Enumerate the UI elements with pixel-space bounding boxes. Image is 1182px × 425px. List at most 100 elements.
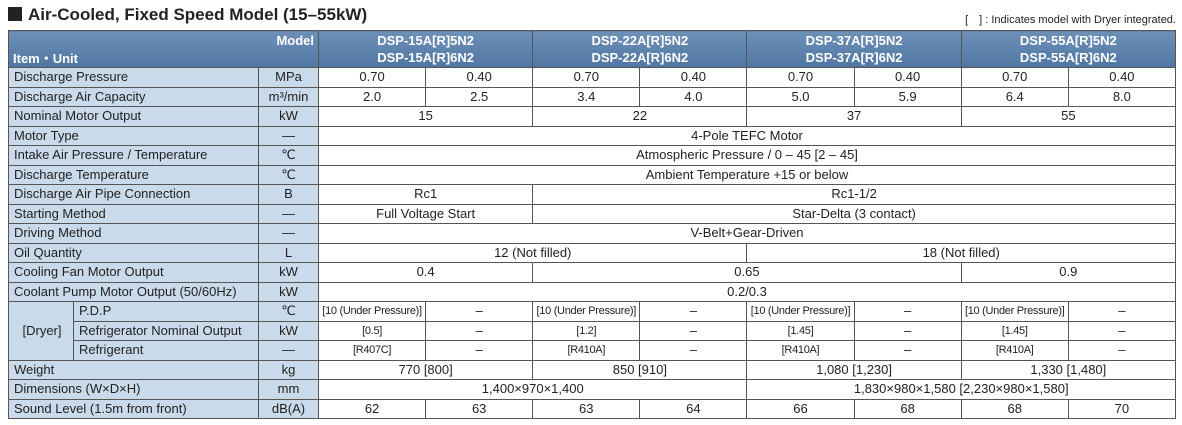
group-label: [Dryer] [8,301,74,361]
value-cell: 0.40 [425,67,534,88]
value-cell: – [639,320,748,341]
item-label: Nominal Motor Output [8,106,259,127]
value-cell: [10 (Under Pressure)] [532,301,641,322]
value-cell: 2.0 [318,86,427,107]
table-row: Discharge Temperature ℃ Ambient Temperatur… [8,164,1176,185]
value-cell: 66 [746,398,855,419]
value-cell: 0.70 [532,67,641,88]
value-cell: [1.45] [960,320,1069,341]
value-cell: 18 (Not filled) [746,242,1176,263]
value-cell: 0.40 [639,67,748,88]
value-cell: – [425,320,534,341]
value-cell: 3.4 [532,86,641,107]
value-cell: 68 [853,398,962,419]
value-cell: 62 [318,398,427,419]
header-row: Model Item・Unit DSP-15A[R]5N2 DSP-15A[R]6N2… [7,30,1177,68]
value-cell: 4.0 [639,86,748,107]
item-label: Driving Method [8,223,259,244]
unit-label: B [257,184,320,205]
value-cell: 15 [318,106,534,127]
value-cell: [R410A] [746,340,855,361]
unit-label: — [257,340,320,361]
item-label: Discharge Air Pipe Connection [8,184,259,205]
unit-label: kW [257,320,320,341]
item-label: Sound Level (1.5m from front) [8,398,259,419]
value-cell: [1.2] [532,320,641,341]
value-cell: 0.70 [318,67,427,88]
table-row: Intake Air Pressure / Temperature ℃ Atmosp… [8,145,1176,166]
item-label: Motor Type [8,125,259,146]
item-label: Starting Method [8,203,259,224]
value-cell: [10 (Under Pressure)] [960,301,1069,322]
value-cell: 8.0 [1067,86,1177,107]
value-cell: – [1067,340,1177,361]
unit-label: MPa [257,67,320,88]
value-cell: Ambient Temperature +15 or below [318,164,1176,185]
value-cell: 0.2/0.3 [318,281,1176,302]
model-name: DSP-37A[R]6N2 [805,50,903,65]
item-label: Coolant Pump Motor Output (50/60Hz) [8,281,259,302]
value-cell: – [1067,301,1177,322]
unit-label: kW [257,262,320,283]
unit-label: ℃ [257,164,320,185]
model-header: DSP-15A[R]5N2 DSP-15A[R]6N2 [318,30,534,68]
unit-label: — [257,223,320,244]
table-row: Driving Method — V-Belt+Gear-Driven [8,223,1176,244]
item-label: Weight [8,359,259,380]
value-cell: Rc1 [318,184,534,205]
unit-label: kW [257,281,320,302]
title: Air-Cooled, Fixed Speed Model (15–55kW) [8,5,367,25]
unit-label: ℃ [257,301,320,322]
unit-label: — [257,125,320,146]
value-cell: – [853,301,962,322]
value-cell: – [639,340,748,361]
value-cell: [1.45] [746,320,855,341]
value-cell: 4-Pole TEFC Motor [318,125,1176,146]
table-row: Refrigerant — [R407C] – [R410A] – [R410A] – [R41… [9,340,1177,361]
table-row: Dimensions (W×D×H) mm 1,400×970×1,400 1,830… [8,379,1176,400]
value-cell: 1,330 [1,480] [960,359,1177,380]
value-cell: 850 [910] [532,359,748,380]
item-label: Intake Air Pressure / Temperature [8,145,259,166]
spec-table: Model Item・Unit DSP-15A[R]5N2 DSP-15A[R]6N2… [7,30,1177,419]
table-row: Discharge Pressure MPa 0.70 0.40 0.70 0.40 0.7… [8,67,1177,88]
value-cell: 770 [800] [318,359,534,380]
value-cell: 1,080 [1,230] [746,359,962,380]
value-cell: – [853,340,962,361]
value-cell: 63 [425,398,534,419]
header-item-cell: Model Item・Unit [7,30,320,68]
value-cell: [R410A] [532,340,641,361]
value-cell: 22 [532,106,748,127]
table-row: Cooling Fan Motor Output kW 0.4 0.65 0.9 [8,262,1177,283]
value-cell: – [853,320,962,341]
table-row: Starting Method — Full Voltage Start Star-D… [8,203,1176,224]
header: Air-Cooled, Fixed Speed Model (15–55kW) … [8,3,1176,27]
value-cell: – [425,301,534,322]
table-row: Motor Type —4-Pole TEFC Motor [8,125,1176,146]
item-label: Cooling Fan Motor Output [8,262,259,283]
unit-label: L [257,242,320,263]
unit-label: — [257,203,320,224]
value-cell: 68 [960,398,1069,419]
unit-label: kg [257,359,320,380]
model-header: DSP-55A[R]5N2 DSP-55A[R]6N2 [960,30,1177,68]
value-cell: 0.40 [1067,67,1177,88]
value-cell: Star-Delta (3 contact) [532,203,1176,224]
unit-label: ℃ [257,145,320,166]
unit-label: mm [257,379,320,400]
model-header: DSP-22A[R]5N2 DSP-22A[R]6N2 [532,30,748,68]
model-name: DSP-22A[R]6N2 [591,50,689,65]
table-row: Weight kg 770 [800] 850 [910] 1,080 [1,230] 1… [8,359,1177,380]
model-name: DSP-55A[R]5N2 [1019,33,1117,48]
value-cell: Atmospheric Pressure / 0 – 45 [2 – 45] [318,145,1176,166]
value-cell: V-Belt+Gear-Driven [318,223,1176,244]
item-label: Discharge Air Capacity [8,86,259,107]
value-cell: 0.65 [532,262,962,283]
model-name: DSP-37A[R]5N2 [805,33,903,48]
table-row: Nominal Motor Output kW 15 22 37 55 [8,106,1177,127]
item-label: Oil Quantity [8,242,259,263]
item-label: Discharge Pressure [8,67,259,88]
value-cell: 12 (Not filled) [318,242,748,263]
unit-label: dB(A) [257,398,320,419]
value-cell: 0.40 [853,67,962,88]
